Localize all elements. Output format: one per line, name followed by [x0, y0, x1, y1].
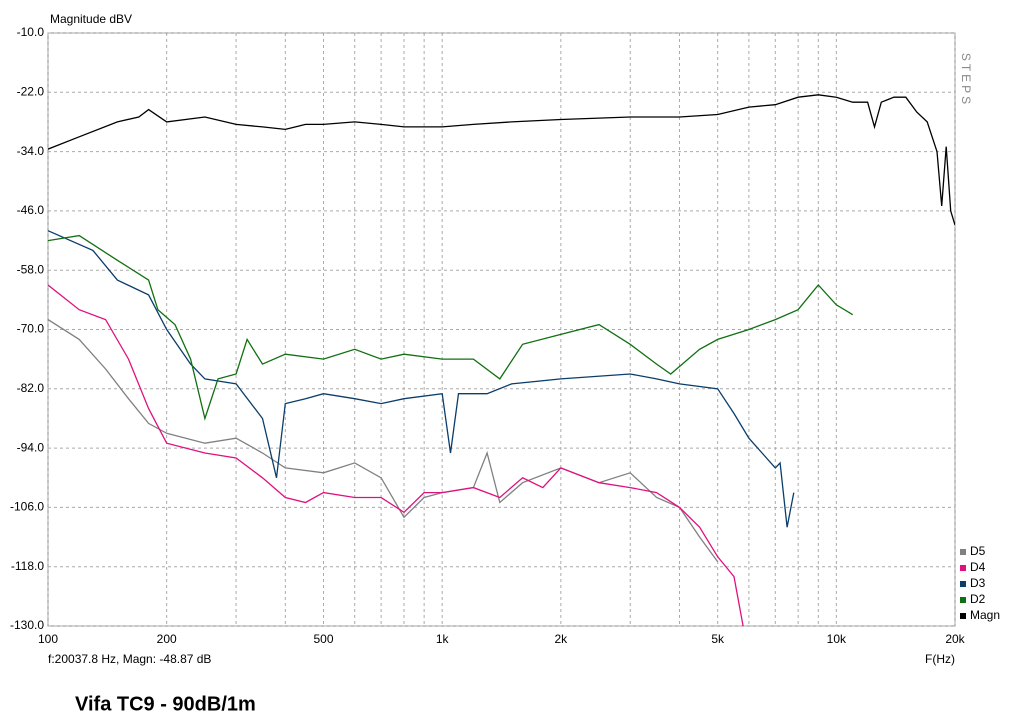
x-tick-label: 1k [436, 632, 450, 646]
y-tick-label: -34.0 [17, 144, 45, 158]
status-text: f:20037.8 Hz, Magn: -48.87 dB [48, 652, 211, 666]
x-tick-label: 500 [313, 632, 333, 646]
legend-swatch [960, 565, 966, 571]
x-tick-label: 2k [554, 632, 568, 646]
chart-title: Vifa TC9 - 90dB/1m [75, 693, 256, 715]
y-tick-label: -106.0 [10, 500, 44, 514]
legend-label: D3 [970, 576, 986, 590]
legend-label: D4 [970, 560, 986, 574]
y-tick-label: -82.0 [17, 381, 45, 395]
x-tick-label: 5k [711, 632, 725, 646]
x-tick-label: 100 [38, 632, 58, 646]
x-tick-label: 20k [945, 632, 965, 646]
legend-swatch [960, 581, 966, 587]
y-axis-label: Magnitude dBV [50, 12, 132, 26]
y-tick-label: -46.0 [17, 203, 45, 217]
series-line [48, 284, 744, 626]
series-line [48, 319, 719, 563]
series-line [48, 234, 854, 421]
side-label-text: STEPS [959, 53, 973, 107]
y-tick-label: -22.0 [17, 84, 45, 98]
y-tick-label: -118.0 [11, 559, 44, 573]
legend-label: D5 [970, 544, 986, 558]
side-label: STEPS [959, 53, 973, 107]
legend-swatch [960, 597, 966, 603]
y-tick-label: -10.0 [17, 25, 45, 39]
legend-label: Magn [970, 608, 1000, 622]
legend-label: D2 [970, 592, 986, 606]
x-axis-label: F(Hz) [925, 652, 955, 666]
x-tick-label: 200 [157, 632, 177, 646]
legend-swatch [960, 549, 966, 555]
y-tick-label: -94.0 [17, 440, 45, 454]
legend-swatch [960, 613, 966, 619]
y-tick-label: -58.0 [17, 262, 45, 276]
series-line [48, 94, 955, 226]
x-tick-label: 10k [827, 632, 847, 646]
y-tick-label: -70.0 [17, 322, 45, 336]
y-tick-label: -130.0 [10, 618, 44, 632]
